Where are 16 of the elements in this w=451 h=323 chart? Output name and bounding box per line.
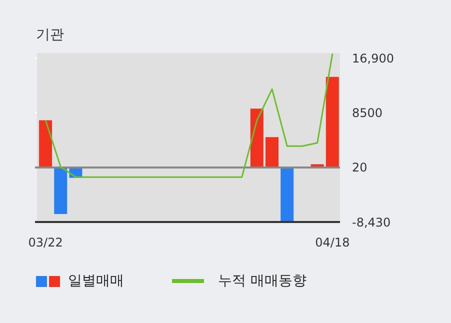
bar [250,108,264,168]
y-tick-label: 20 [352,160,368,175]
bar [326,76,339,168]
chart-title: 기관 [36,26,64,44]
y-tick-label: 8500 [352,106,383,120]
bar [54,167,68,214]
bar [280,167,294,222]
x-tick-label: 04/18 [315,236,350,250]
legend-label: 일별매매 [68,272,124,290]
y-tick-label: 16,900 [352,51,394,66]
line-series [44,53,334,178]
y-tick-label: -8,430 [352,215,391,230]
x-tick-label: 03/22 [28,236,63,250]
bar [39,120,52,168]
bar [266,137,279,168]
legend-label: 누적 매매동향 [218,272,306,290]
